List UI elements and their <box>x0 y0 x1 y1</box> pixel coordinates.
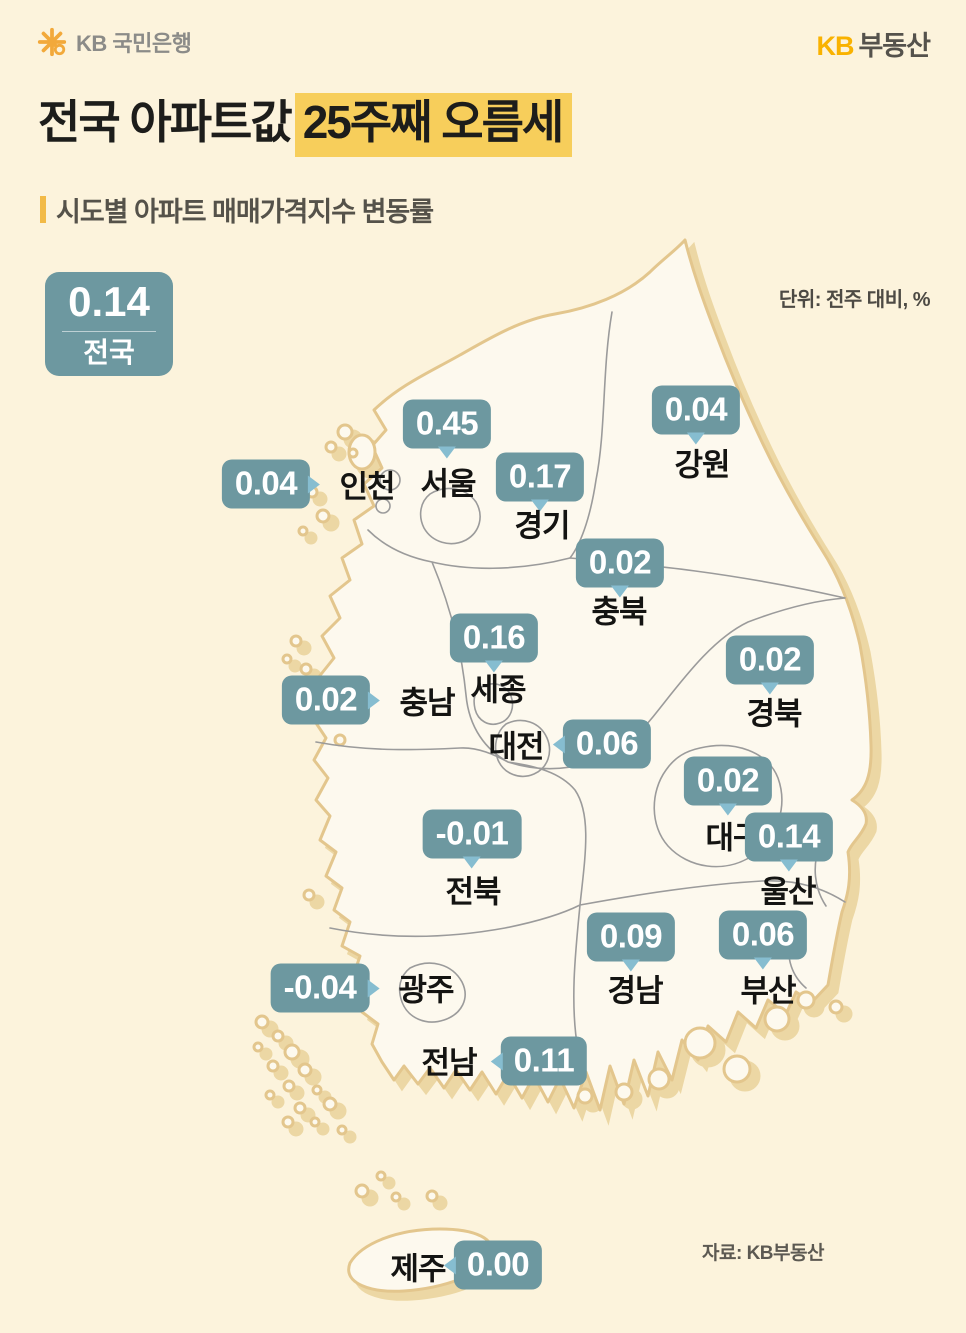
brand-logo: KB 부동산 <box>816 24 931 63</box>
pointer-triangle-icon <box>686 432 705 445</box>
page-title-highlight: 25주째 오름세 <box>294 93 573 157</box>
region-gyeonggi-label: 경기 <box>514 508 570 544</box>
region-chungnam-value-badge: 0.02 <box>281 675 381 725</box>
region-seoul-label: 서울 <box>420 466 476 502</box>
region-gyeongbuk-label: 경북 <box>746 696 802 732</box>
region-jeonbuk-label: 전북 <box>445 874 501 910</box>
pointer-triangle-icon <box>530 499 549 512</box>
region-jeonnam-label: 전남 <box>421 1045 477 1081</box>
pointer-triangle-icon <box>484 660 503 673</box>
region-daejeon-value-badge: 0.06 <box>552 719 652 769</box>
region-jeonnam-value-badge: 0.11 <box>490 1036 588 1086</box>
brand-rest-text: 부동산 <box>858 31 931 61</box>
brand-kb-text: KB <box>816 31 854 61</box>
bank-logo: KB 국민은행 <box>36 26 192 58</box>
pointer-triangle-icon <box>610 585 629 598</box>
region-gwangju-label: 광주 <box>398 972 454 1008</box>
region-sejong-label: 세종 <box>470 672 526 708</box>
region-gangwon-value-badge: 0.04 <box>651 385 741 445</box>
chart-subtitle-text: 시도별 아파트 매매가격지수 변동률 <box>56 197 434 227</box>
region-gyeongnam-value-badge: 0.09 <box>586 912 676 972</box>
page-title: 전국 아파트값 25주째 오름세 <box>38 93 573 157</box>
region-ulsan-value-badge: 0.14 <box>744 812 834 872</box>
region-jeju-value-badge: 0.00 <box>443 1240 543 1290</box>
pointer-triangle-icon <box>779 859 798 872</box>
national-value: 0.14 <box>68 278 150 325</box>
region-jeju-label: 제주 <box>390 1251 446 1287</box>
national-value-badge: 0.14 전국 <box>45 272 173 376</box>
pointer-triangle-icon <box>308 475 321 493</box>
region-daegu-value-badge: 0.02 <box>683 756 773 816</box>
page-title-plain: 전국 아파트값 <box>38 96 293 148</box>
region-gyeonggi-value-badge: 0.17 <box>495 452 585 512</box>
region-chungbuk-value-badge: 0.02 <box>575 538 665 598</box>
region-seoul-value-badge: 0.45 <box>402 399 492 459</box>
region-daejeon-label: 대전 <box>488 729 544 765</box>
source-note: 자료: KB부동산 <box>702 1243 824 1264</box>
unit-note: 단위: 전주 대비, % <box>778 289 931 311</box>
region-busan-label: 부산 <box>740 973 796 1009</box>
pointer-triangle-icon <box>753 957 772 970</box>
map-province-borders <box>315 311 846 1051</box>
subtitle-accent-bar <box>40 196 46 223</box>
pointer-triangle-icon <box>718 803 737 816</box>
pointer-triangle-icon <box>760 682 779 695</box>
kb-star-icon <box>37 27 67 57</box>
region-gyeongnam-label: 경남 <box>607 973 663 1009</box>
region-gwangju-value-badge: -0.04 <box>270 963 380 1013</box>
region-ulsan-label: 울산 <box>760 874 816 910</box>
region-chungbuk-label: 충북 <box>591 594 647 630</box>
pointer-triangle-icon <box>368 691 381 709</box>
region-jeonbuk-value-badge: -0.01 <box>422 809 522 869</box>
pointer-triangle-icon <box>367 979 380 997</box>
region-busan-value-badge: 0.06 <box>718 910 808 970</box>
pointer-triangle-icon <box>437 446 456 459</box>
pointer-triangle-icon <box>621 959 640 972</box>
region-sejong-value-badge: 0.16 <box>449 613 539 673</box>
region-incheon-value-badge: 0.04 <box>221 459 321 509</box>
bank-logo-text: KB 국민은행 <box>76 31 192 56</box>
national-label: 전국 <box>83 337 135 368</box>
pointer-triangle-icon <box>490 1052 503 1070</box>
region-incheon-label: 인천 <box>339 469 395 505</box>
region-chungnam-label: 충남 <box>399 685 455 721</box>
region-gyeongbuk-value-badge: 0.02 <box>725 635 815 695</box>
pointer-triangle-icon <box>443 1256 456 1274</box>
chart-subtitle: 시도별 아파트 매매가격지수 변동률 <box>40 190 434 229</box>
pointer-triangle-icon <box>552 735 565 753</box>
region-gangwon-label: 강원 <box>674 447 730 483</box>
pointer-triangle-icon <box>463 856 481 869</box>
national-badge-divider <box>61 331 157 332</box>
